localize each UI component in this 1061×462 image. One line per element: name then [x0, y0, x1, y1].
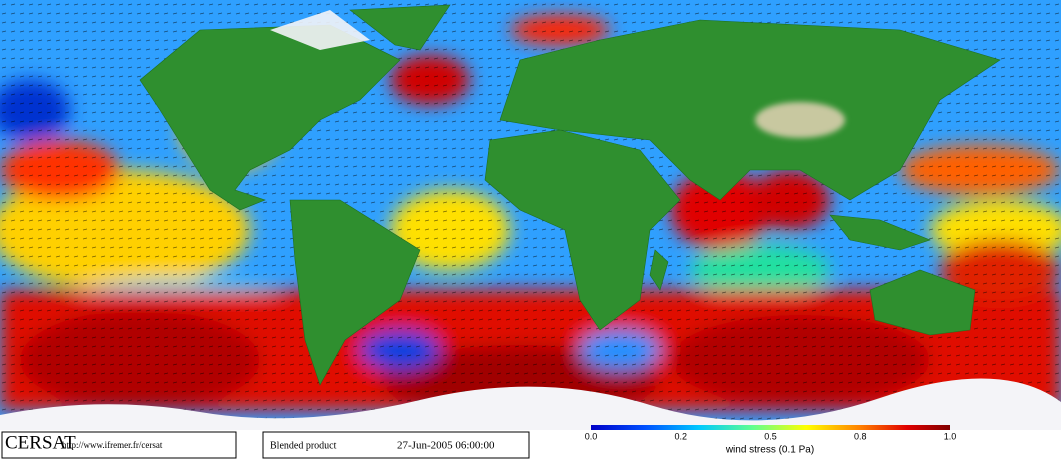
- url: http://www.ifremer.fr/cersat: [62, 440, 163, 450]
- colorbar-ticks: 0.0 0.2 0.5 0.8 1.0: [585, 431, 957, 441]
- antarctica: [0, 378, 1061, 430]
- land: [139, 4, 1001, 386]
- colorbar: [591, 425, 950, 430]
- colorbar-tick-label: 0.2: [674, 431, 687, 441]
- colorbar-label: wind stress (0.1 Pa): [725, 445, 814, 456]
- footer-box: [262, 431, 530, 459]
- colorbar-tick-label: 1.0: [944, 431, 957, 441]
- datetime: 27-Jun-2005 06:00:00: [397, 440, 495, 452]
- plateau: [755, 102, 845, 138]
- footer-box: [1, 431, 237, 459]
- logo: CERSAT: [5, 432, 76, 453]
- arctic-ice: [270, 10, 370, 50]
- product: Blended product: [270, 440, 337, 451]
- ocean-field: [0, 0, 1061, 430]
- colorbar-tick-label: 0.5: [764, 431, 777, 441]
- colorbar-tick-label: 0.0: [585, 431, 598, 441]
- colorbar-tick-label: 0.8: [854, 431, 867, 441]
